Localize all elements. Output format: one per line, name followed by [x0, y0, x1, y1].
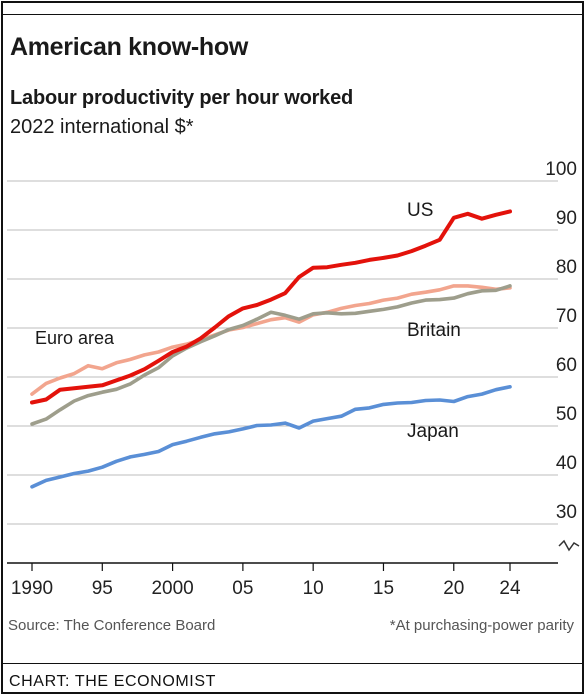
top-bar: [3, 3, 582, 15]
y-tick-label-70: 70: [556, 306, 577, 327]
x-tick-label-2015: 15: [373, 578, 394, 599]
x-tick-label-2000: 2000: [151, 578, 193, 599]
x-tick-label-2024: 24: [499, 578, 521, 599]
series-label-euro-area: Euro area: [35, 328, 115, 348]
footer-rule: [3, 663, 582, 664]
chart-credit: CHART: THE ECONOMIST: [9, 673, 216, 690]
series-label-japan: Japan: [407, 421, 459, 442]
y-tick-label-60: 60: [556, 355, 577, 376]
y-tick-label-90: 90: [556, 208, 577, 229]
series-label-britain: Britain: [407, 320, 461, 341]
series-label-us: US: [407, 200, 433, 221]
y-tick-label-40: 40: [556, 453, 577, 474]
x-tick-label-2010: 10: [303, 578, 324, 599]
series-line-britain: [30, 284, 512, 426]
series-line-japan: [30, 384, 512, 489]
x-tick-label-1995: 95: [92, 578, 113, 599]
y-tick-label-100: 100: [545, 159, 577, 180]
chart-subtitle: Labour productivity per hour worked: [10, 87, 354, 109]
x-tick-label-1990: 1990: [11, 578, 53, 599]
x-tick-label-2020: 20: [443, 578, 464, 599]
footnote: *At purchasing-power parity: [389, 617, 574, 634]
y-tick-label-30: 30: [556, 502, 577, 523]
chart-unit: 2022 international $*: [10, 116, 194, 138]
series-line-us: [30, 209, 512, 405]
x-tick-label-2005: 05: [232, 578, 253, 599]
line-chart: 30 40 50 60 70 80 90 100 1990 95 2000 05 10 15 20 24 US E…: [7, 159, 580, 599]
y-tick-label-50: 50: [556, 404, 577, 425]
chart-title: American know-how: [10, 33, 248, 61]
y-tick-label-80: 80: [556, 257, 577, 278]
source-note: Source: The Conference Board: [8, 617, 216, 634]
axis-break-mark: [558, 539, 580, 552]
series-line-euro-area: [30, 284, 512, 396]
